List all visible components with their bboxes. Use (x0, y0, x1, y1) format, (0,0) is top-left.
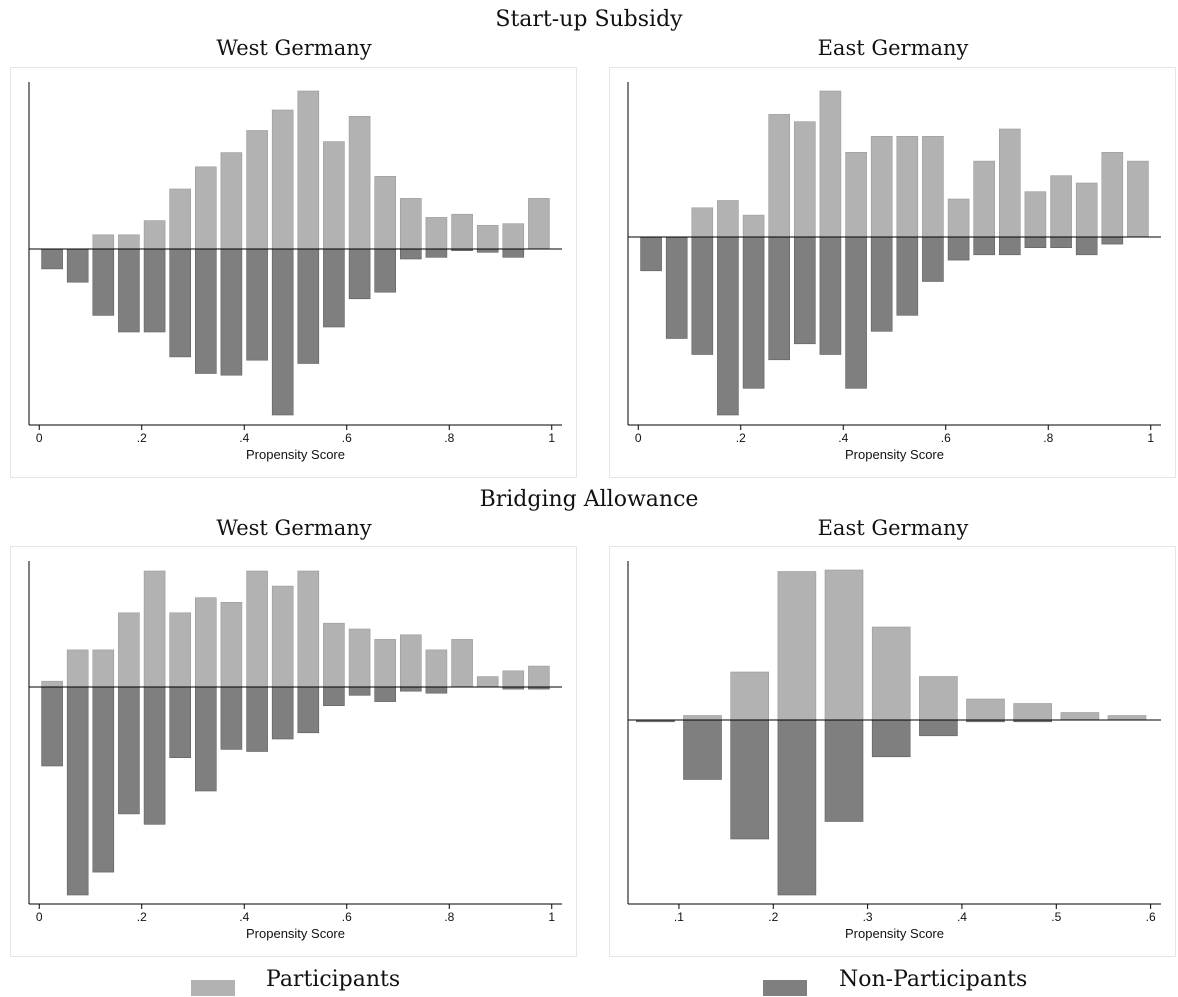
x-axis-label: Propensity Score (845, 926, 944, 941)
block-title-startup-subsidy: Start-up Subsidy (495, 7, 683, 32)
bar-non-participants (777, 719, 817, 896)
x-tick-label: .8 (444, 431, 454, 445)
x-tick-label: 0 (635, 431, 642, 445)
x-tick-label: .8 (1043, 431, 1053, 445)
legend-non-participants-swatch (763, 980, 807, 996)
x-tick-label: .1 (674, 910, 684, 924)
bar-participants (824, 569, 864, 721)
x-tick-label: .5 (1051, 910, 1061, 924)
legend-non-participants-label: Non-Participants (839, 967, 1028, 992)
x-tick-label: .4 (239, 910, 249, 924)
x-tick-label: .6 (342, 910, 352, 924)
bar-participants (919, 676, 958, 721)
panel-title-bridging-west: West Germany (216, 516, 372, 540)
x-tick-label: .3 (863, 910, 873, 924)
panel-title-startup-east: East Germany (817, 36, 969, 60)
bar-non-participants (730, 719, 770, 840)
x-axis-label: Propensity Score (246, 926, 345, 941)
x-axis-label: Propensity Score (246, 447, 345, 462)
x-tick-label: .2 (736, 431, 746, 445)
bar-participants (966, 698, 1005, 721)
block-title-bridging-allowance: Bridging Allowance (479, 487, 699, 512)
x-tick-label: .2 (137, 910, 147, 924)
panel-frame-startup-east (609, 67, 1176, 478)
bar-participants (871, 626, 911, 721)
bar-non-participants (683, 719, 722, 780)
x-tick-label: .2 (768, 910, 778, 924)
panel-frame-bridging-east (609, 546, 1176, 957)
legend-participants-swatch (191, 980, 235, 996)
bar-non-participants (919, 719, 958, 737)
x-tick-label: .4 (838, 431, 848, 445)
legend-participants-label: Participants (266, 967, 401, 992)
panel-title-startup-west: West Germany (216, 36, 372, 60)
x-tick-label: .4 (957, 910, 967, 924)
x-tick-label: 0 (36, 431, 43, 445)
x-tick-label: 0 (36, 910, 43, 924)
panel-title-bridging-east: East Germany (817, 516, 969, 540)
x-axis-label: Propensity Score (845, 447, 944, 462)
x-tick-label: .6 (941, 431, 951, 445)
bar-participants (1060, 712, 1100, 721)
bar-non-participants (824, 719, 864, 822)
x-tick-label: 1 (548, 431, 555, 445)
bar-participants (730, 671, 770, 721)
x-tick-label: 1 (548, 910, 555, 924)
x-tick-label: .2 (137, 431, 147, 445)
x-tick-label: .4 (239, 431, 249, 445)
x-tick-label: .8 (444, 910, 454, 924)
bar-participants (1107, 715, 1147, 721)
bar-participants (1013, 703, 1053, 721)
panel-frame-startup-west (10, 67, 577, 478)
x-tick-label: .6 (342, 431, 352, 445)
bar-non-participants (871, 719, 911, 758)
bar-participants (683, 715, 722, 721)
panel-frame-bridging-west (10, 546, 577, 957)
bar-participants (777, 571, 817, 721)
x-tick-label: 1 (1147, 431, 1154, 445)
x-tick-label: .6 (1146, 910, 1156, 924)
